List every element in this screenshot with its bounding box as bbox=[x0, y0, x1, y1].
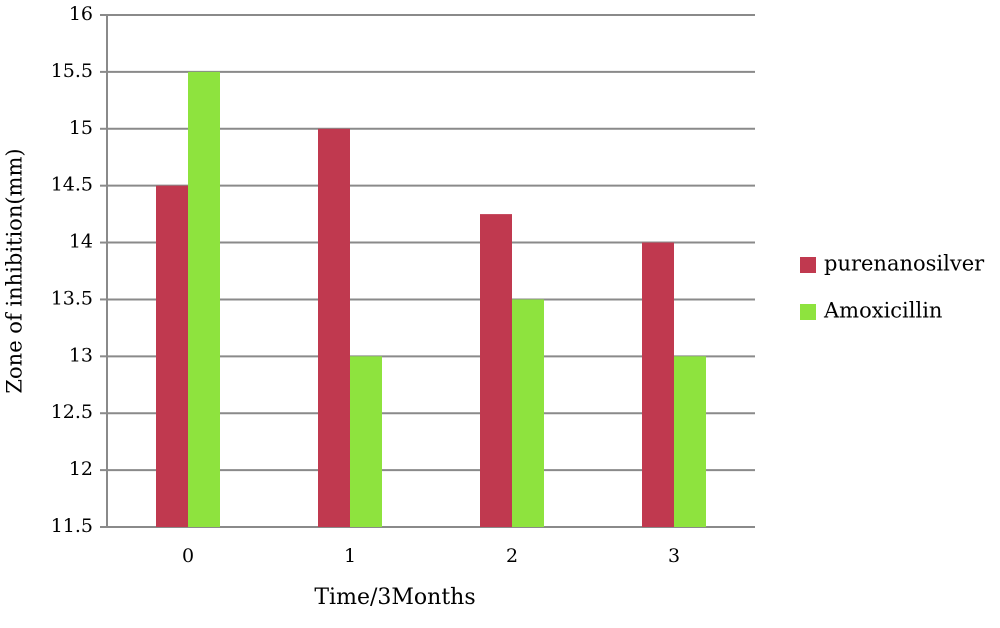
y-tick-label: 14 bbox=[69, 231, 93, 253]
y-tick-label: 13 bbox=[69, 344, 93, 366]
y-tick-label: 11.5 bbox=[51, 515, 93, 537]
x-axis-label: Time/3Months bbox=[314, 585, 475, 610]
y-tick-label: 12.5 bbox=[51, 401, 93, 423]
y-tick-label: 14.5 bbox=[51, 174, 93, 196]
x-tick-label: 0 bbox=[182, 545, 194, 567]
legend-swatch bbox=[800, 304, 816, 320]
bar bbox=[480, 214, 512, 527]
y-axis-label: Zone of inhibition(mm) bbox=[3, 148, 27, 393]
x-tick-label: 1 bbox=[344, 545, 356, 567]
y-tick-label: 12 bbox=[69, 458, 93, 480]
bar bbox=[318, 128, 350, 527]
y-tick-label: 13.5 bbox=[51, 287, 93, 309]
y-tick-label: 15.5 bbox=[51, 60, 93, 82]
legend-swatch bbox=[800, 257, 816, 273]
x-tick-label: 3 bbox=[668, 545, 680, 567]
legend-label: Amoxicillin bbox=[823, 299, 942, 323]
bar bbox=[512, 299, 544, 527]
bar bbox=[156, 185, 188, 527]
bar bbox=[188, 71, 220, 527]
x-tick-label: 2 bbox=[506, 545, 518, 567]
bar bbox=[674, 356, 706, 527]
y-tick-label: 15 bbox=[69, 117, 93, 139]
y-tick-label: 16 bbox=[69, 3, 93, 25]
legend-label: purenanosilver bbox=[824, 252, 985, 276]
bar bbox=[642, 242, 674, 528]
bar bbox=[350, 356, 382, 527]
